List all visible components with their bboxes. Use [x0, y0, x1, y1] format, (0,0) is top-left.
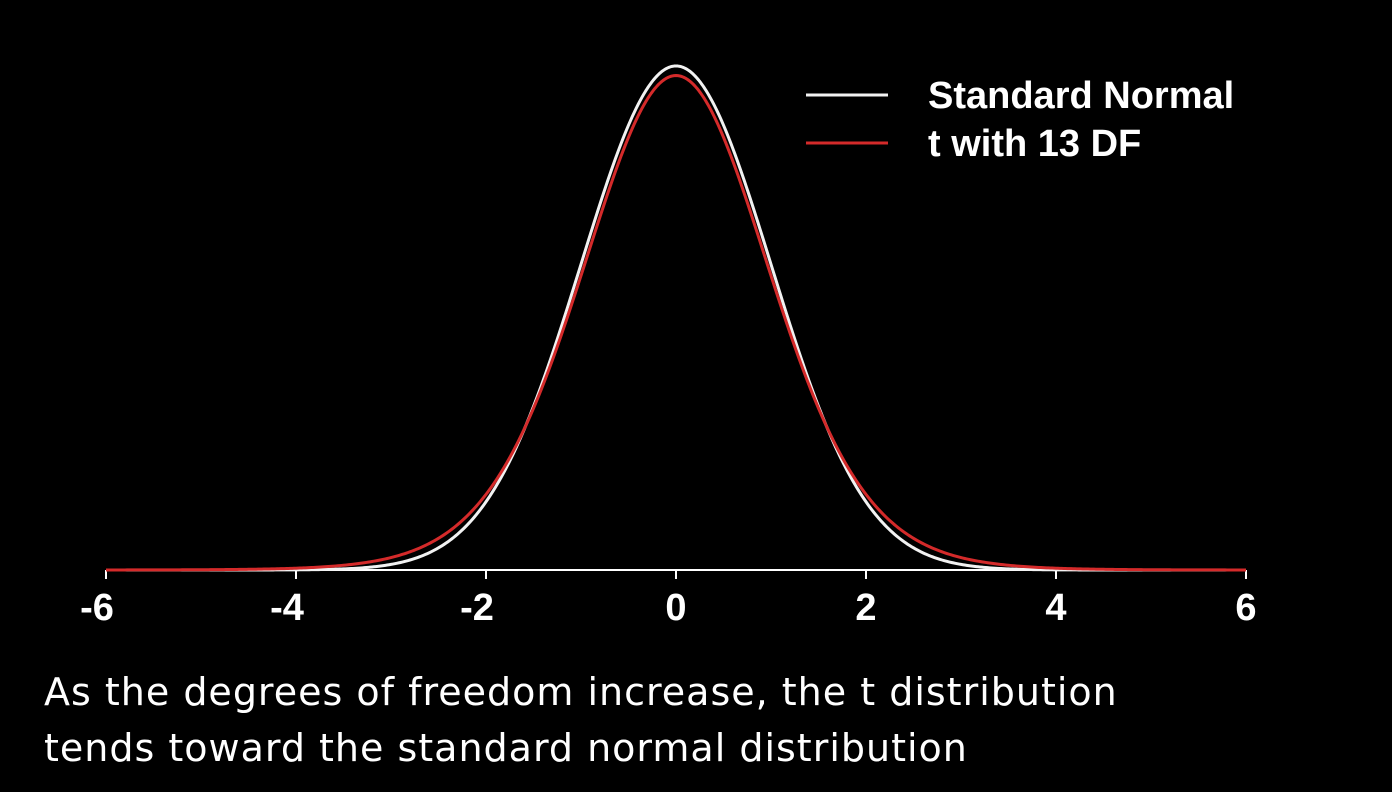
caption-line-1: As the degrees of freedom increase, the …	[44, 670, 1118, 714]
x-tick-label: -6	[80, 587, 114, 629]
caption: As the degrees of freedom increase, the …	[44, 664, 1384, 776]
standard-normal-curve	[106, 64, 1246, 572]
x-tick-label: 2	[855, 587, 876, 629]
x-axis: -6 -4 -2 0 2 4 6	[80, 569, 1257, 629]
t-distribution-curve	[106, 74, 1246, 572]
distribution-chart: -6 -4 -2 0 2 4 6 Standard Normal t with 13 DF	[80, 64, 1257, 629]
x-tick-label: 0	[665, 587, 686, 629]
caption-line-2: tends toward the standard normal distrib…	[44, 726, 968, 770]
series-layer	[106, 64, 1246, 572]
x-tick-label: 4	[1045, 587, 1066, 629]
legend-label: Standard Normal	[928, 75, 1234, 117]
legend: Standard Normal t with 13 DF	[806, 75, 1234, 165]
legend-label: t with 13 DF	[928, 123, 1141, 165]
x-tick-label: -2	[460, 587, 494, 629]
x-tick-label: -4	[270, 587, 304, 629]
x-tick-label: 6	[1235, 587, 1256, 629]
